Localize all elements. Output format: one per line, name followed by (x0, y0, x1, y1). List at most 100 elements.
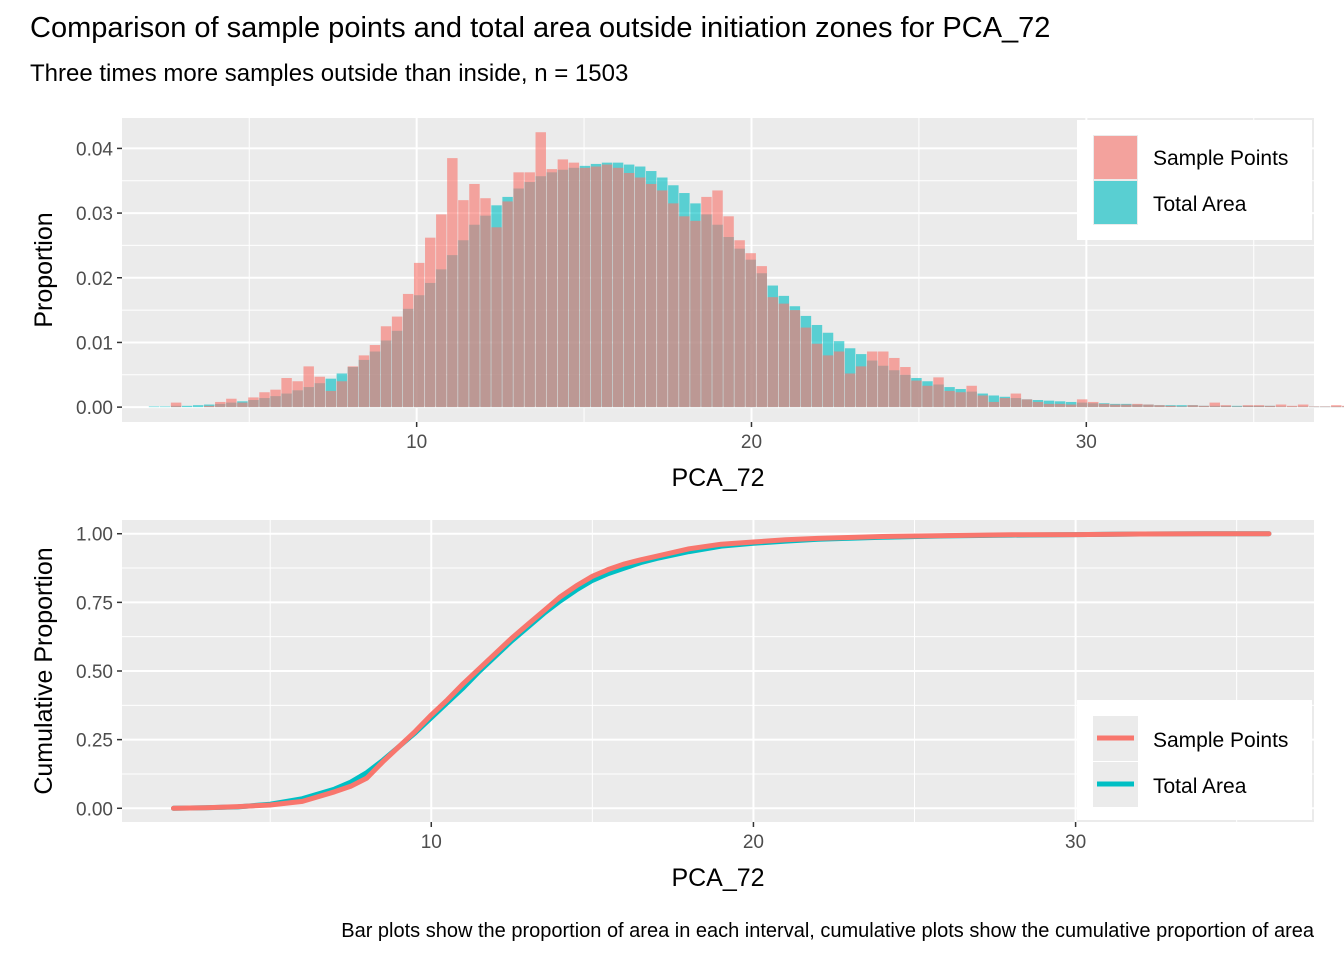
bar-sample-points (911, 380, 922, 408)
bar-total-area (1043, 400, 1055, 408)
cumulative-y-axis-title: Cumulative Proportion (30, 547, 58, 794)
cumulative-x-axis-title: PCA_72 (671, 864, 764, 892)
bar-sample-points (1110, 404, 1121, 408)
bar-sample-points (1220, 405, 1232, 408)
bar-sample-points (1231, 406, 1243, 408)
cumulative-y-axis: 0.00 0.25 0.50 0.75 1.00 (76, 525, 122, 820)
bar-sample-points (325, 390, 337, 408)
bar-sample-points (1121, 404, 1132, 408)
bar-sample-points (988, 401, 999, 408)
bar-sample-points (634, 177, 646, 408)
chart-title: Comparison of sample points and total ar… (30, 12, 1051, 44)
bar-sample-points (502, 201, 513, 408)
bar-sample-points (657, 190, 668, 408)
bar-sample-points (601, 164, 613, 408)
bar-sample-points (623, 172, 635, 408)
histogram-x-axis: 10 20 30 (406, 422, 1097, 453)
bar-sample-points (1176, 406, 1187, 408)
chart-subtitle: Three times more samples outside than in… (30, 60, 629, 87)
y-tick-label: 1.00 (76, 525, 113, 546)
bar-sample-points (579, 167, 591, 408)
bar-sample-points (248, 397, 259, 408)
bar-sample-points (1242, 405, 1254, 408)
bar-sample-points (226, 398, 237, 408)
bar-sample-points (701, 196, 712, 408)
histogram-panel: 0.00 0.01 0.02 0.03 0.04 10 20 30 PCA_72 Propo… (30, 118, 1344, 492)
cumulative-lines (171, 531, 1272, 811)
bar-sample-points (391, 316, 403, 408)
bar-sample-points (933, 377, 944, 408)
bar-sample-points (1065, 404, 1077, 408)
bar-sample-points (215, 401, 226, 408)
bar-sample-points (425, 237, 436, 408)
bar-sample-points (204, 405, 215, 408)
bar-sample-points (380, 326, 392, 408)
y-tick-label: 0.02 (76, 269, 113, 290)
bar-sample-points (413, 262, 425, 408)
histogram-y-axis: 0.00 0.01 0.02 0.03 0.04 (76, 139, 122, 419)
bar-sample-points (944, 390, 955, 408)
bar-sample-points (1253, 405, 1265, 408)
y-tick-label: 0.01 (76, 333, 113, 354)
bar-sample-points (889, 357, 900, 408)
histogram-legend: Sample Points Total Area (1077, 120, 1312, 240)
bar-sample-points (723, 216, 734, 408)
histogram-y-axis-title: Proportion (30, 212, 58, 327)
y-tick-label: 0.50 (76, 662, 113, 683)
y-tick-label: 0.25 (76, 731, 113, 752)
bar-sample-points (712, 190, 723, 408)
bar-sample-points (270, 389, 281, 408)
y-tick-label: 0.00 (76, 799, 113, 820)
bar-sample-points (1043, 403, 1055, 408)
y-tick-label: 0.04 (76, 139, 113, 160)
line-sample-points (171, 531, 1272, 811)
bar-total-area (1231, 405, 1243, 408)
bar-sample-points (977, 395, 988, 408)
legend-swatch-sample-points (1094, 136, 1137, 179)
bar-sample-points (524, 172, 535, 408)
cumulative-panel: 0.00 0.25 0.50 0.75 1.00 10 20 30 PCA_72 Cumul… (30, 520, 1314, 892)
bar-total-area (1176, 405, 1187, 408)
bar-total-area (192, 405, 204, 408)
bar-sample-points (966, 385, 977, 408)
bar-sample-points (756, 266, 767, 408)
bar-sample-points (369, 345, 381, 408)
bar-sample-points (535, 132, 546, 408)
bar-sample-points (745, 253, 756, 408)
bar-sample-points (844, 373, 856, 408)
bar-sample-points (568, 162, 580, 408)
bar-sample-points (690, 220, 701, 408)
legend-label-sample-points: Sample Points (1153, 147, 1288, 170)
bar-sample-points (1010, 393, 1022, 408)
bar-sample-points (513, 172, 524, 408)
bar-total-area (159, 406, 171, 408)
bar-sample-points (767, 297, 779, 408)
bar-sample-points (668, 203, 679, 408)
legend-label-total-area: Total Area (1153, 193, 1247, 216)
bar-sample-points (800, 327, 812, 408)
bar-total-area (181, 405, 193, 408)
bar-sample-points (833, 351, 845, 408)
x-tick-label: 10 (406, 432, 427, 453)
bar-sample-points (590, 166, 602, 408)
bar-sample-points (1286, 405, 1298, 408)
bar-sample-points (237, 402, 248, 408)
bar-sample-points (1087, 401, 1099, 408)
bar-sample-points (557, 159, 569, 408)
y-tick-label: 0.00 (76, 398, 113, 419)
bar-sample-points (436, 214, 447, 408)
bar-sample-points (955, 392, 966, 408)
bar-total-area (148, 406, 160, 408)
legend-swatch-total-area (1094, 181, 1137, 224)
bar-sample-points (1320, 406, 1331, 408)
bar-sample-points (303, 366, 314, 408)
bar-sample-points (811, 343, 823, 408)
bar-sample-points (778, 303, 790, 408)
bar-sample-points (347, 366, 359, 408)
legend-label-sample-points: Sample Points (1153, 729, 1288, 752)
bar-sample-points (646, 183, 657, 408)
bar-sample-points (855, 366, 867, 408)
bar-sample-points (1032, 401, 1044, 408)
bar-sample-points (491, 227, 502, 408)
bar-sample-points (458, 200, 469, 408)
